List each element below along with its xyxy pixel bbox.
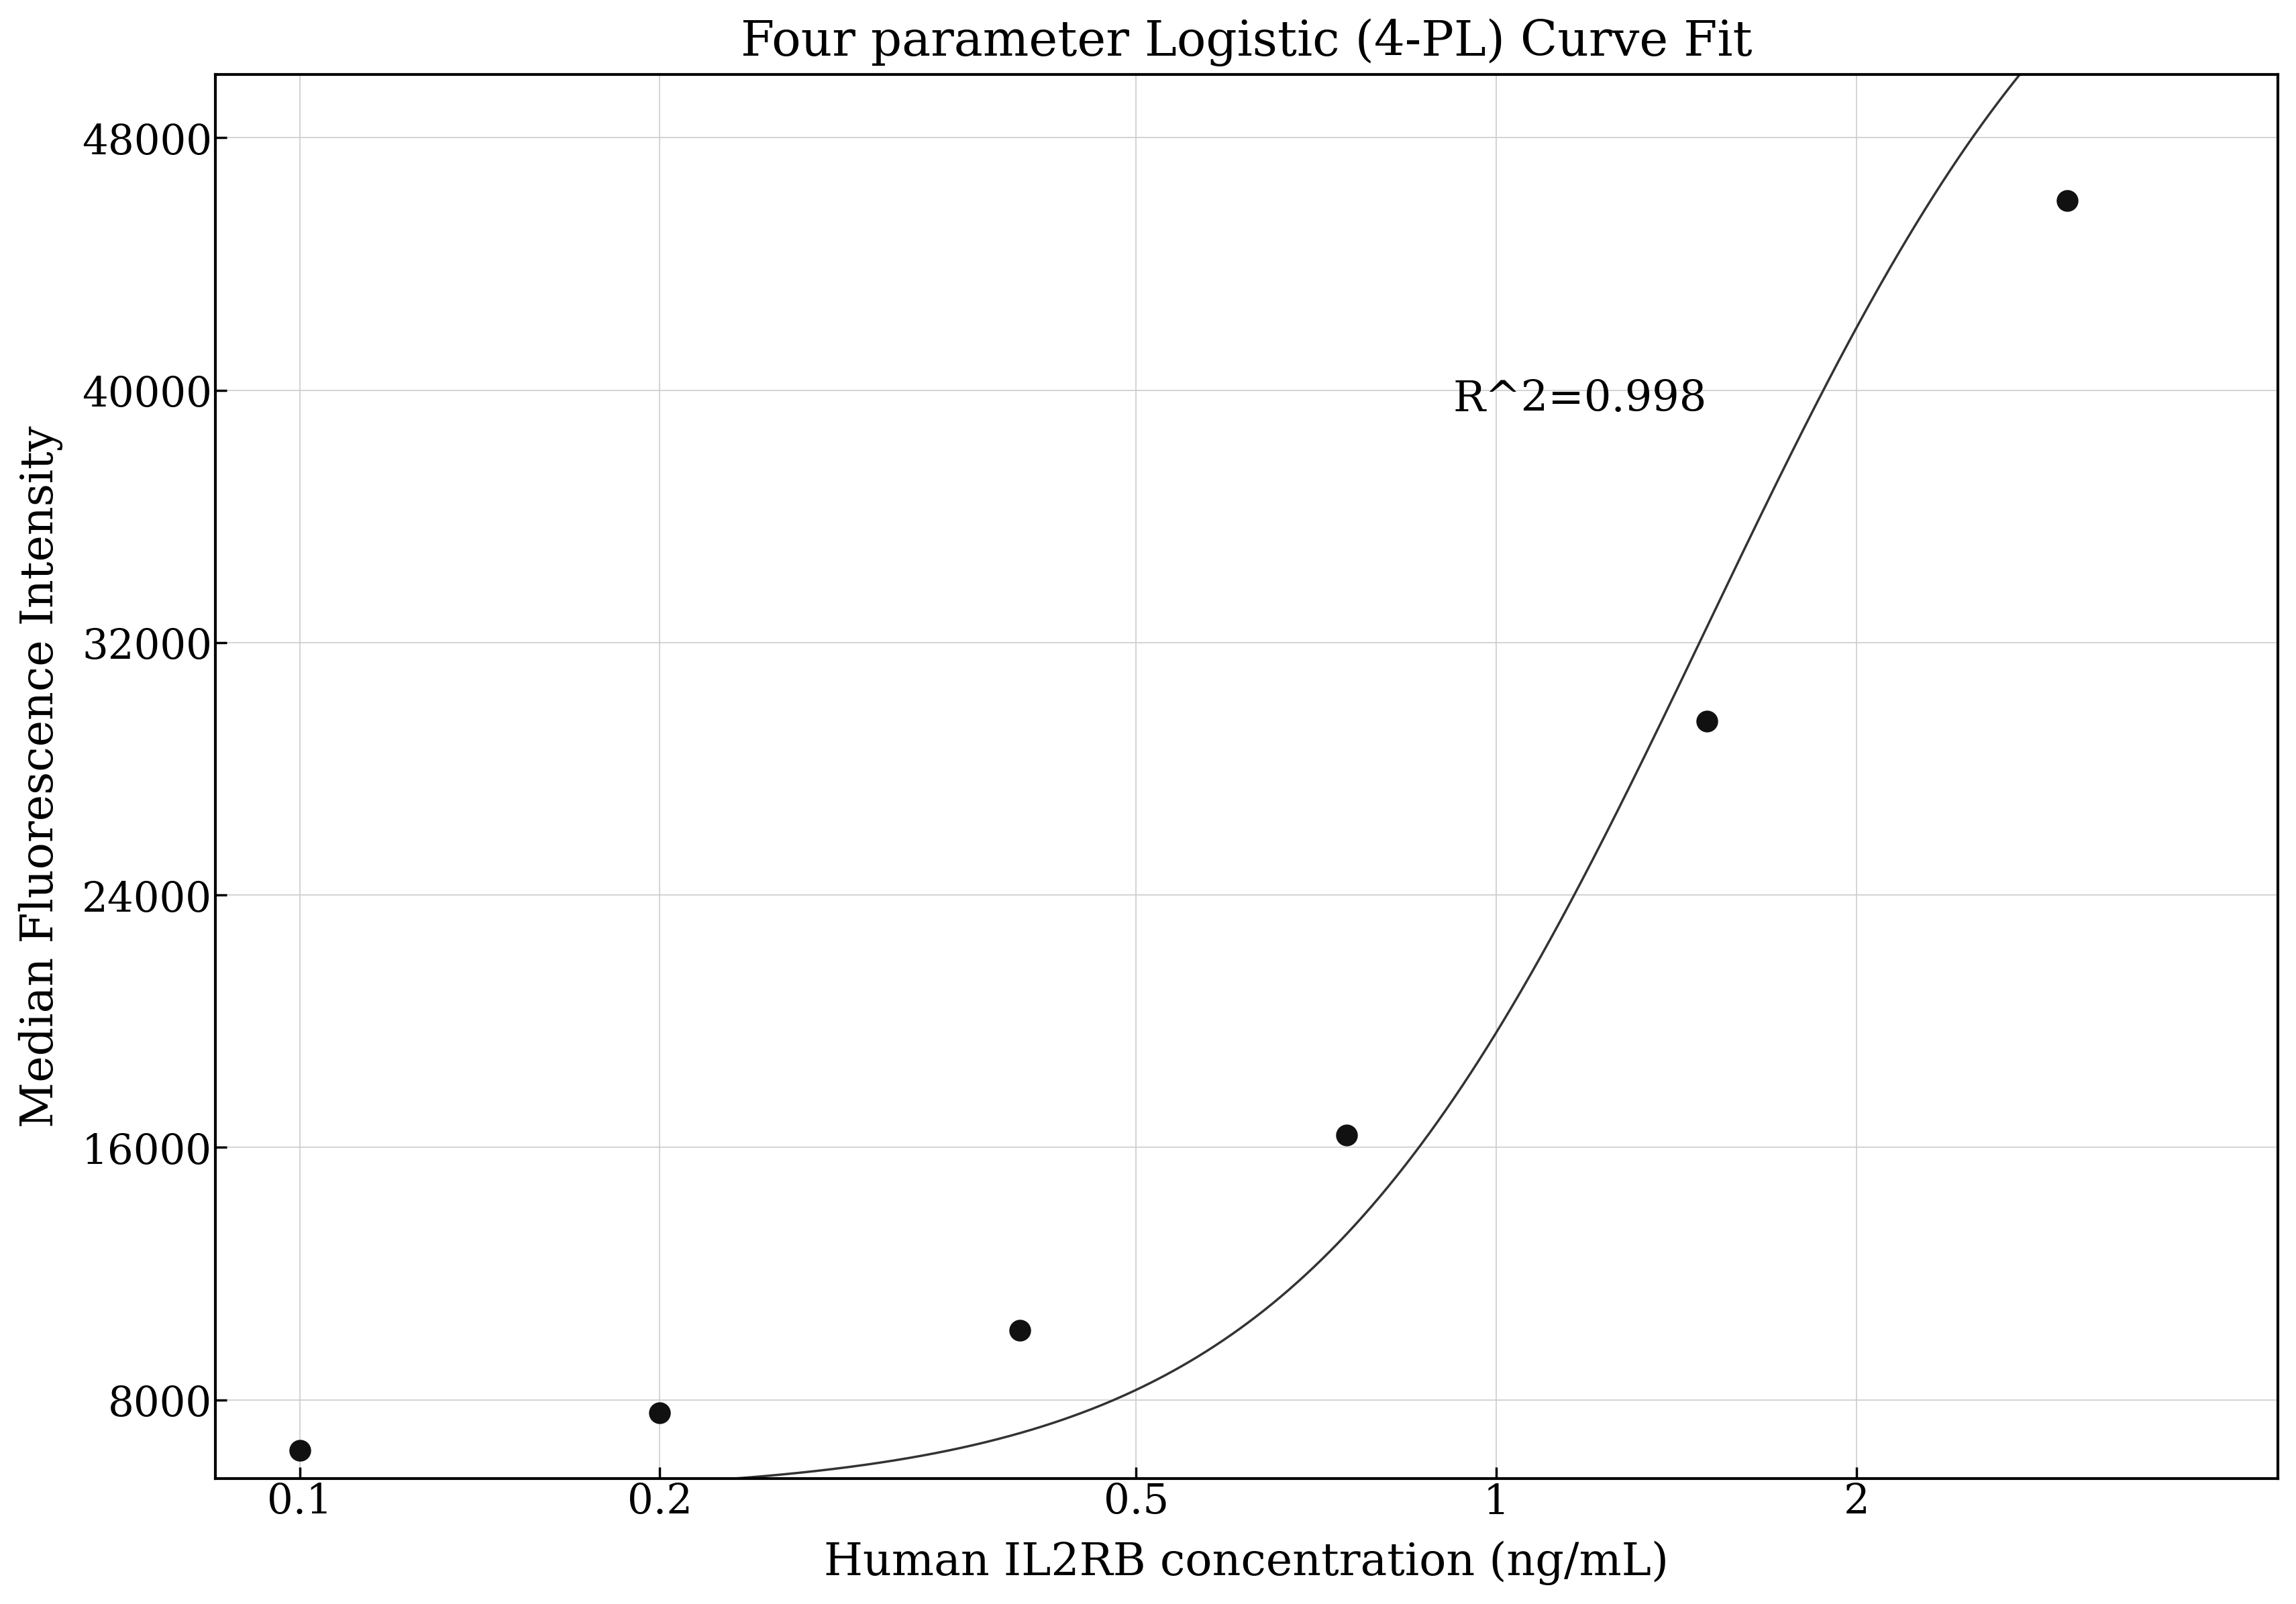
Y-axis label: Median Fluorescence Intensity: Median Fluorescence Intensity [18,425,62,1128]
Point [1688,709,1724,735]
Point [280,1437,317,1463]
Point [1001,1317,1038,1343]
Point [2048,188,2085,213]
Point [1327,1121,1364,1147]
Point [641,1400,677,1426]
X-axis label: Human IL2RB concentration (ng/mL): Human IL2RB concentration (ng/mL) [824,1541,1669,1585]
Text: R^2=0.998: R^2=0.998 [1453,379,1706,420]
Title: Four parameter Logistic (4-PL) Curve Fit: Four parameter Logistic (4-PL) Curve Fit [742,19,1752,67]
